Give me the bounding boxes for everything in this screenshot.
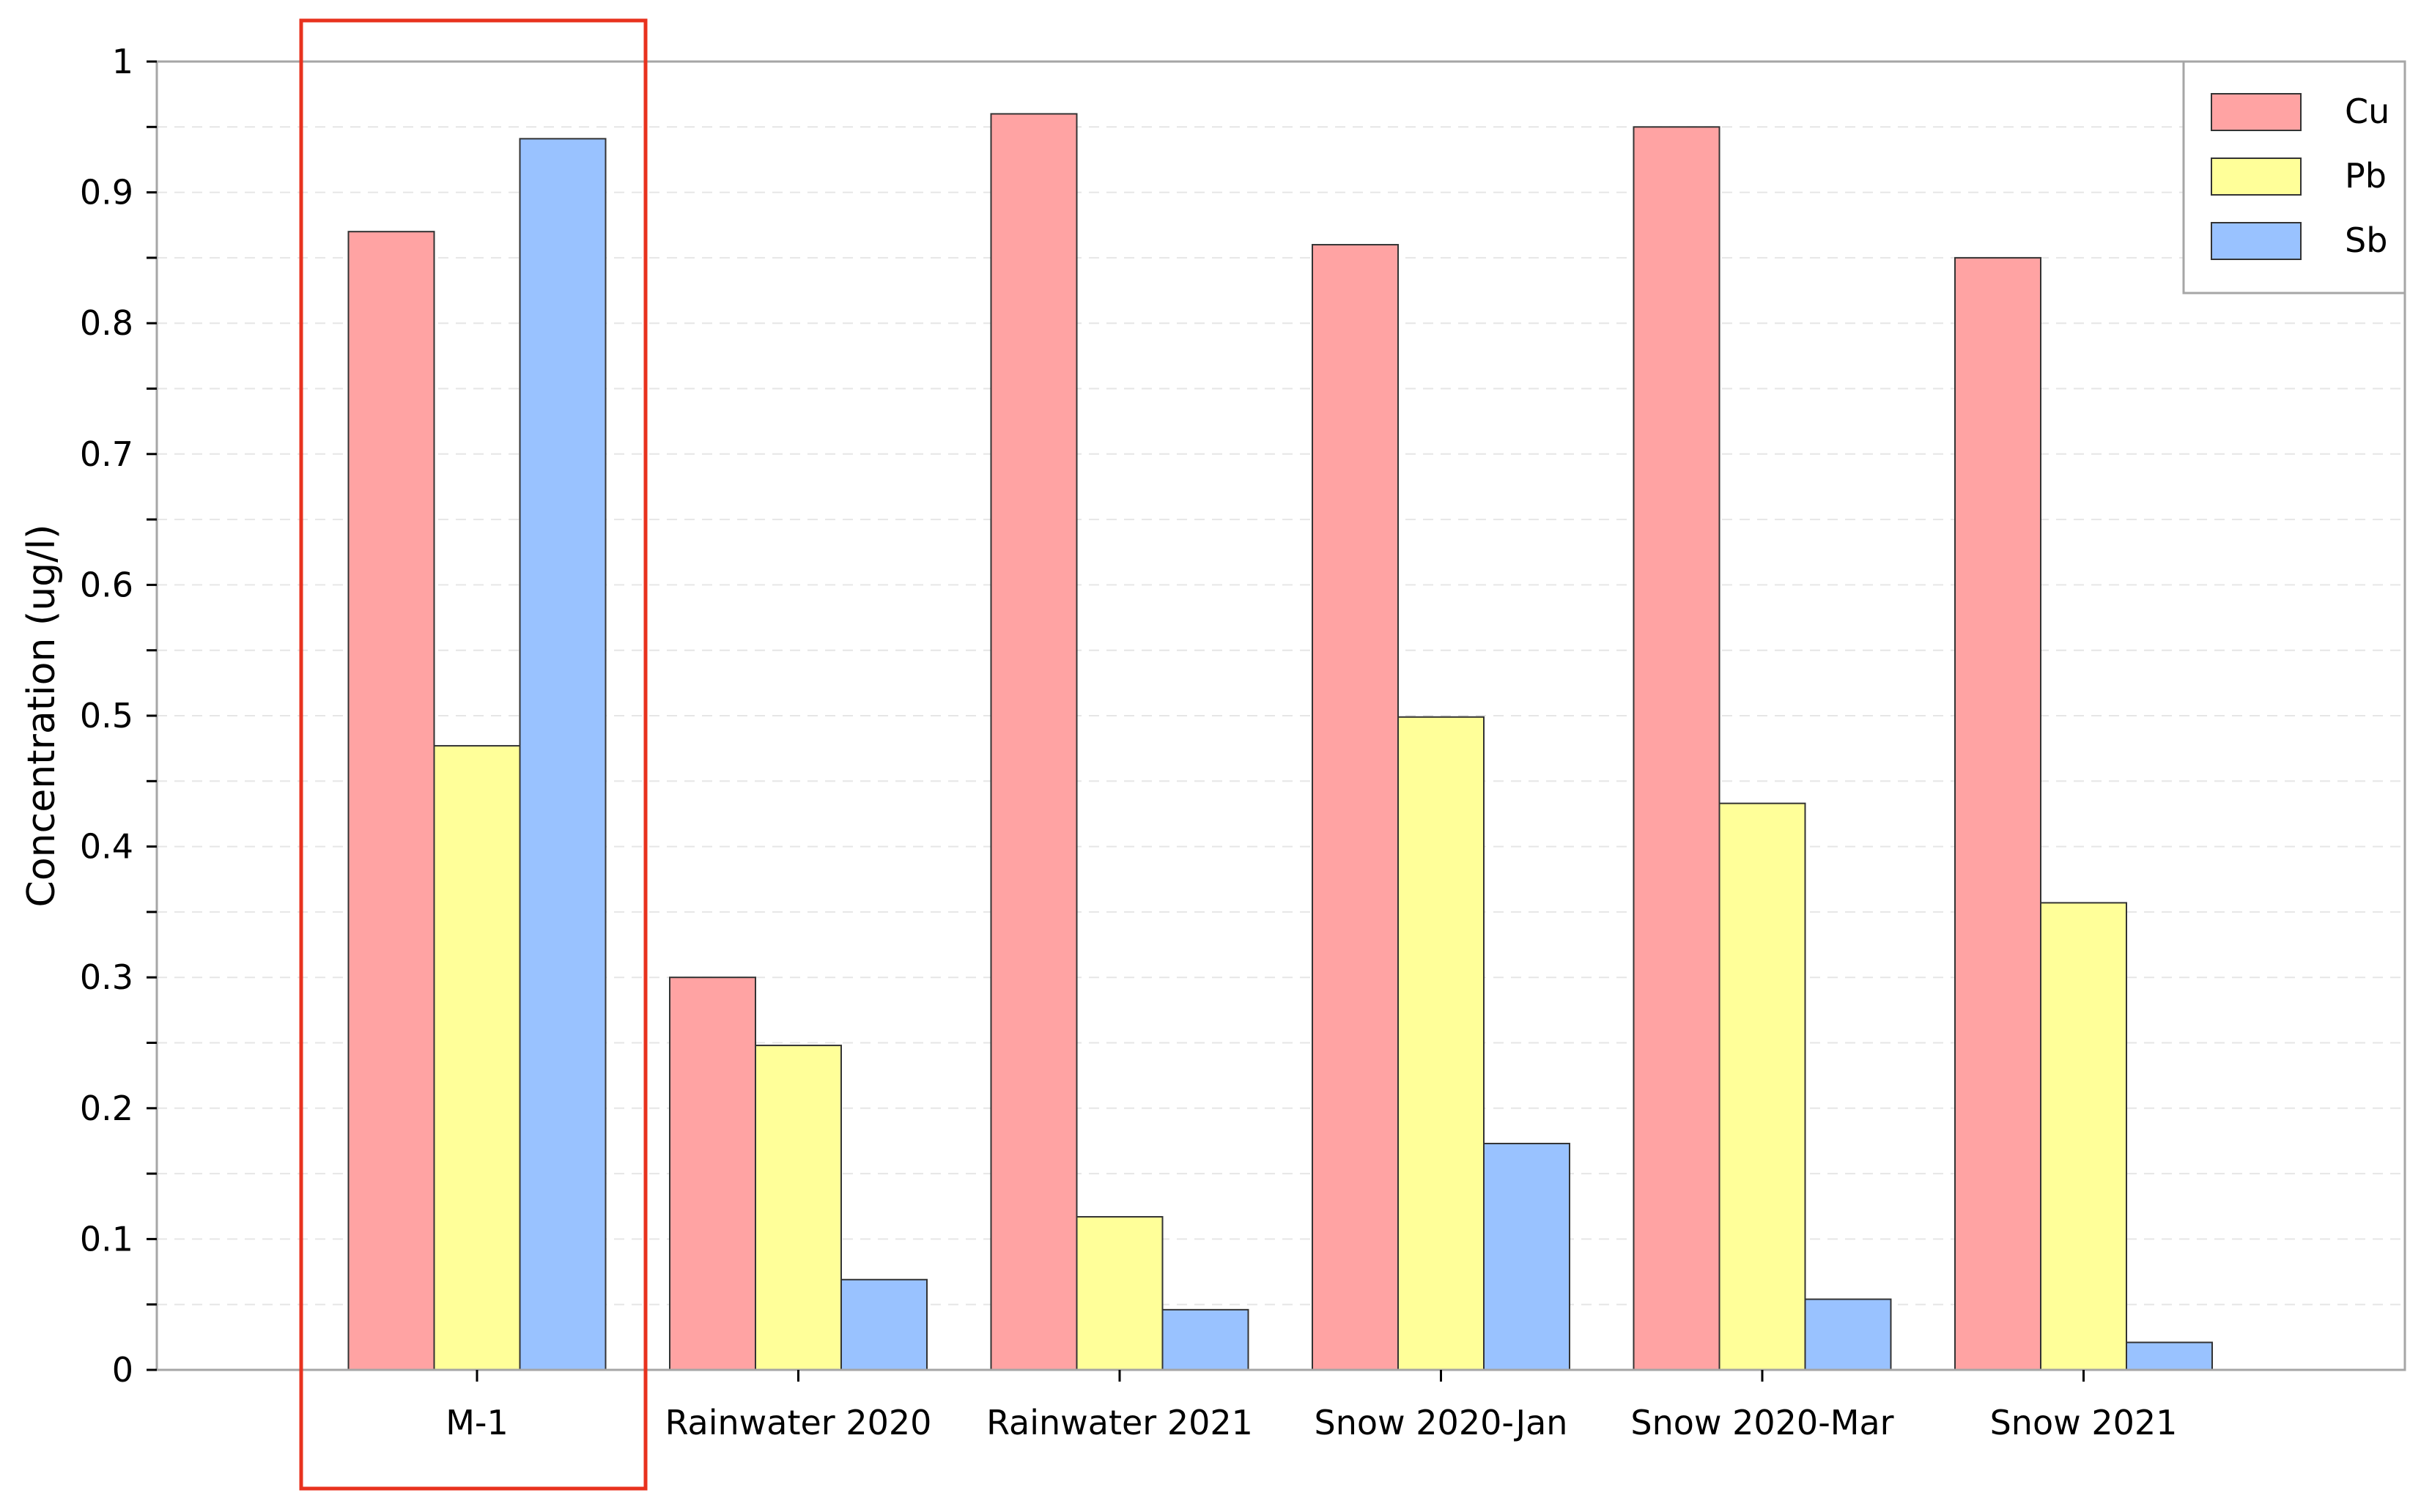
y-tick-label: 0.9 [80,173,133,212]
y-tick-label: 0.7 [80,434,133,474]
y-tick-label: 0 [112,1350,133,1390]
y-tick-label: 0.1 [80,1219,133,1259]
x-tick-label: Rainwater 2020 [665,1403,932,1442]
legend-swatch-pb [2211,158,2302,196]
bar-pb-0 [433,745,521,1371]
bar-cu-4 [1633,126,1720,1371]
bar-cu-0 [347,231,435,1371]
legend-label-sb: Sb [2345,220,2387,260]
bar-cu-2 [990,113,1078,1371]
bar-sb-3 [1483,1143,1570,1371]
legend-swatch-sb [2211,222,2302,260]
bar-pb-1 [755,1045,842,1371]
highlight-box-m1 [299,18,648,1491]
bars-group [347,113,2213,1371]
y-tick-label: 0.4 [80,827,133,867]
legend-swatch-cu [2211,93,2302,131]
bar-pb-3 [1397,716,1485,1371]
x-tick-label: M-1 [446,1403,509,1442]
legend: Cu Pb Sb [2182,60,2406,294]
bar-sb-0 [519,138,607,1371]
bar-sb-5 [2126,1341,2213,1371]
y-tick-label: 0.6 [80,565,133,604]
legend-label-pb: Pb [2345,156,2387,196]
y-axis-label: Concentration (ug/l) [20,525,64,908]
x-tick-label: Rainwater 2021 [986,1403,1253,1442]
bar-sb-1 [840,1278,928,1371]
bar-cu-1 [669,976,756,1371]
x-tick-label: Snow 2021 [1990,1403,2178,1442]
y-tick-label: 0.3 [80,957,133,997]
bar-sb-2 [1161,1308,1249,1371]
x-axis: M-1 Rainwater 2020 Rainwater 2021 Snow 2020… [446,1370,2177,1442]
bar-cu-5 [1954,256,2041,1371]
bar-pb-4 [1718,802,1806,1371]
y-axis: 0 0.1 0.2 0.3 0.4 0.5 0.6 0.7 0.8 0.9 1 [80,42,157,1390]
bar-sb-4 [1804,1298,1892,1371]
x-tick-label: Snow 2020-Mar [1630,1403,1893,1442]
y-tick-label: 0.5 [80,696,133,735]
bar-cu-3 [1312,244,1399,1371]
y-tick-label: 0.8 [80,303,133,343]
legend-label-cu: Cu [2345,92,2389,131]
x-tick-label: Snow 2020-Jan [1315,1403,1568,1442]
bar-pb-5 [2040,902,2127,1371]
y-tick-label: 0.2 [80,1089,133,1128]
bar-pb-2 [1076,1216,1164,1371]
y-tick-label: 1 [112,42,133,81]
